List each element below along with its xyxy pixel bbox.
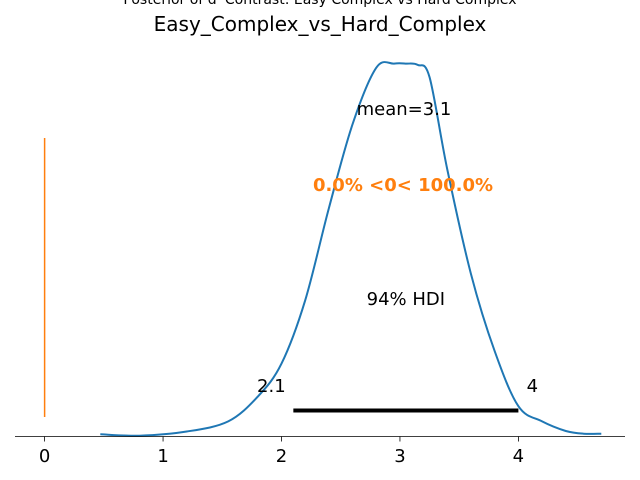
x-tick-label: 1: [157, 446, 168, 467]
x-tick-label: 2: [276, 446, 287, 467]
reference-probability-label: 0.0% <0< 100.0%: [313, 175, 493, 196]
hdi-text: 94% HDI: [367, 289, 445, 310]
hdi-high-label: 4: [527, 376, 538, 397]
chart-suptitle: Posterior of d' Contrast: Easy Complex v…: [123, 0, 516, 8]
x-ticks: 0 1 2 3 4: [39, 436, 524, 467]
mean-label: mean=3.1: [357, 99, 452, 120]
x-tick-label: 3: [394, 446, 405, 467]
hdi-low-label: 2.1: [257, 376, 286, 397]
x-tick-label: 4: [513, 446, 524, 467]
chart-title: Easy_Complex_vs_Hard_Complex: [154, 12, 487, 36]
density-curve: [100, 61, 602, 437]
x-tick-label: 0: [39, 446, 50, 467]
